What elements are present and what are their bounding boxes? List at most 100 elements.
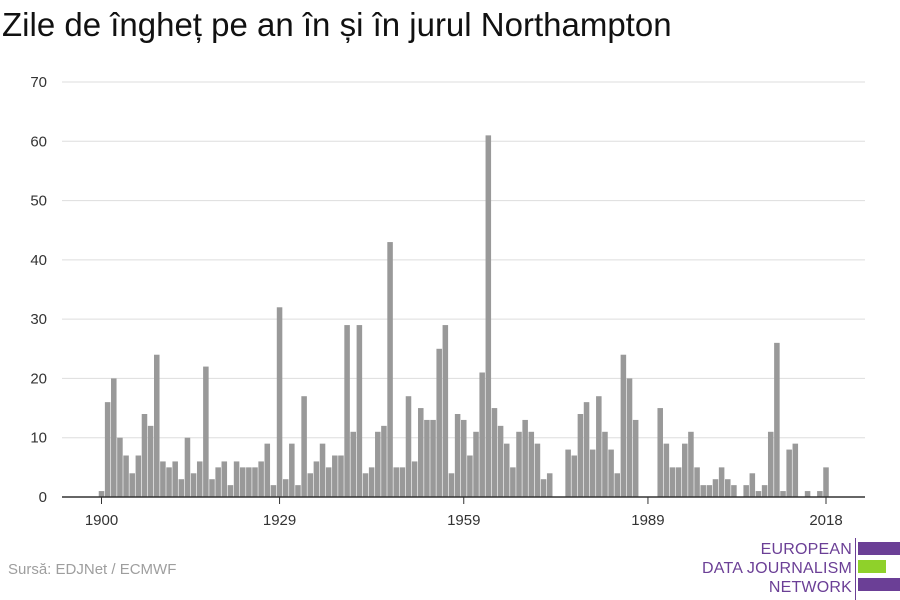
bar-1954 <box>430 419 436 497</box>
bar-1925 <box>252 467 258 497</box>
bar-1922 <box>233 461 240 497</box>
y-tick-label-60: 60 <box>30 133 47 150</box>
bar-1955 <box>436 348 442 497</box>
bar-1999 <box>706 485 713 497</box>
bar-1924 <box>246 467 252 497</box>
bar-1910 <box>160 461 166 497</box>
y-tick-label-50: 50 <box>30 193 47 210</box>
bar-1950 <box>405 396 412 497</box>
bar-1964 <box>491 408 498 497</box>
bar-1993 <box>669 467 676 497</box>
bar-1904 <box>123 455 129 497</box>
bar-1943 <box>362 473 369 497</box>
bar-1981 <box>596 396 602 497</box>
bar-2015 <box>804 491 811 497</box>
bar-1958 <box>454 414 461 497</box>
bar-1946 <box>381 425 387 497</box>
logo-bar-purple-top <box>858 542 900 555</box>
x-tick-label-1959: 1959 <box>447 512 480 529</box>
bars <box>98 135 829 498</box>
bar-1978 <box>577 414 584 497</box>
bar-1948 <box>393 467 399 497</box>
bar-1940 <box>344 325 350 497</box>
bar-1982 <box>602 431 608 497</box>
bar-1913 <box>178 479 185 497</box>
bar-1959 <box>460 419 467 497</box>
bar-1991 <box>657 408 663 497</box>
bar-1986 <box>626 378 633 497</box>
bar-2000 <box>712 479 719 497</box>
bar-1921 <box>227 485 234 497</box>
bar-2003 <box>731 485 737 497</box>
bar-1972 <box>540 479 547 497</box>
bar-1998 <box>700 485 706 497</box>
bar-1969 <box>522 419 528 497</box>
bar-1928 <box>270 485 277 497</box>
bar-2011 <box>780 491 786 497</box>
bar-1961 <box>473 431 479 497</box>
bar-2013 <box>792 443 799 497</box>
logo-text-line3: NETWORK <box>768 579 852 596</box>
bar-1956 <box>442 325 449 497</box>
bar-1923 <box>239 467 246 497</box>
bar-1901 <box>104 402 111 497</box>
bar-1984 <box>614 473 621 497</box>
source-note: Sursă: EDJNet / ECMWF <box>8 561 177 578</box>
bar-1985 <box>620 354 627 497</box>
bar-1965 <box>497 425 504 497</box>
y-tick-label-0: 0 <box>39 489 47 506</box>
bar-1911 <box>166 467 172 497</box>
bar-1912 <box>172 461 178 497</box>
bar-2017 <box>817 491 823 497</box>
bar-1915 <box>190 473 197 497</box>
y-tick-label-30: 30 <box>30 311 47 328</box>
bar-2010 <box>774 342 780 497</box>
edjnet-logo: EUROPEAN DATA JOURNALISM NETWORK <box>700 538 900 600</box>
bar-1935 <box>313 461 320 497</box>
bar-1994 <box>675 467 682 497</box>
y-tick-label-40: 40 <box>30 252 47 269</box>
bar-1933 <box>301 396 307 497</box>
x-tick-label-1929: 1929 <box>263 512 296 529</box>
x-tick-label-2018: 2018 <box>809 512 842 529</box>
bar-1996 <box>688 431 694 497</box>
bar-1942 <box>356 325 363 497</box>
bar-1944 <box>368 467 375 497</box>
bar-1977 <box>571 455 578 497</box>
bar-1907 <box>141 414 148 497</box>
bar-1947 <box>387 242 393 497</box>
x-axis-ticks: 1900 1929 1959 1989 2018 <box>85 497 843 529</box>
bar-1930 <box>282 479 289 497</box>
bar-1983 <box>608 449 614 497</box>
bar-1917 <box>203 366 209 497</box>
bar-2005 <box>743 485 749 497</box>
bar-2001 <box>718 467 725 497</box>
y-tick-label-10: 10 <box>30 430 47 447</box>
bar-1914 <box>184 437 191 497</box>
bar-1963 <box>485 135 492 498</box>
bar-1906 <box>135 455 142 497</box>
bar-1966 <box>503 443 510 497</box>
bar-1909 <box>154 354 160 497</box>
bar-2009 <box>767 431 774 497</box>
bar-1960 <box>467 455 473 497</box>
bar-1900 <box>98 491 105 497</box>
bar-2006 <box>749 473 756 497</box>
bar-1980 <box>589 449 596 497</box>
bar-1949 <box>399 467 406 497</box>
x-tick-label-1989: 1989 <box>631 512 664 529</box>
bar-2008 <box>761 485 768 497</box>
bar-1905 <box>129 473 135 497</box>
bar-2018 <box>823 467 829 497</box>
bar-1941 <box>350 431 356 497</box>
bar-1932 <box>295 485 301 497</box>
bar-1918 <box>209 479 215 497</box>
bar-2007 <box>755 491 762 497</box>
bar-2012 <box>786 449 792 497</box>
bar-1902 <box>111 378 117 497</box>
gridlines <box>62 81 865 439</box>
bar-1976 <box>565 449 571 497</box>
x-tick-label-1900: 1900 <box>85 512 118 529</box>
bar-1934 <box>307 473 314 497</box>
logo-bar-purple-bottom <box>858 578 900 591</box>
